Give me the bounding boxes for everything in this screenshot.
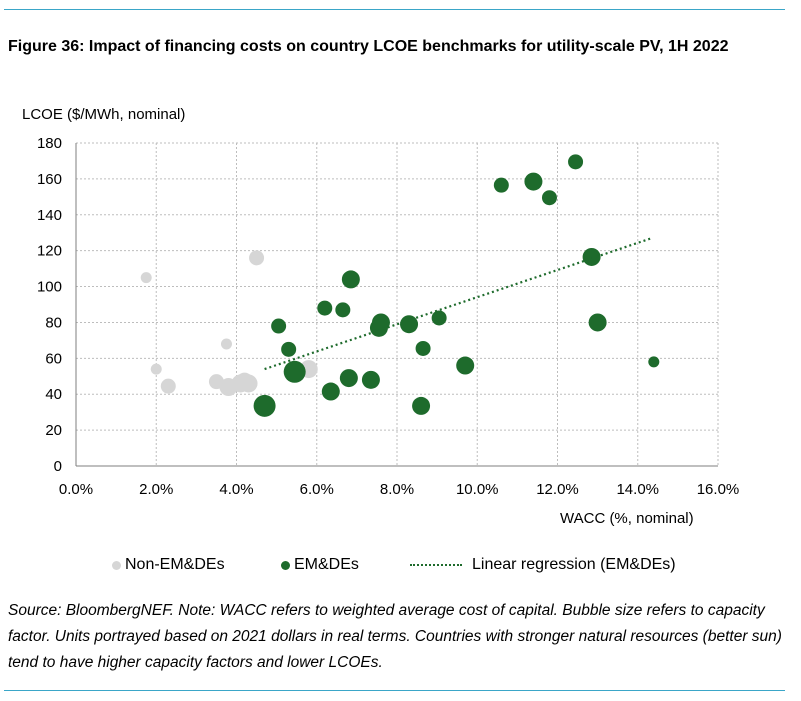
y-tick-label: 120 bbox=[37, 243, 62, 260]
em-point bbox=[493, 177, 509, 193]
em-point bbox=[271, 318, 287, 334]
legend-label-non-em: Non-EM&DEs bbox=[125, 556, 225, 573]
grid-layer bbox=[76, 142, 719, 466]
em-point bbox=[588, 313, 607, 332]
em-point bbox=[341, 270, 360, 289]
x-axis-label: WACC (%, nominal) bbox=[560, 510, 694, 527]
em-point bbox=[456, 356, 475, 375]
non-em-point bbox=[140, 272, 152, 284]
non-em-point bbox=[220, 338, 232, 350]
figure-title: Figure 36: Impact of financing costs on … bbox=[8, 38, 729, 55]
legend-marker-non-em bbox=[112, 560, 121, 570]
regression-layer bbox=[264, 237, 653, 371]
em-point bbox=[415, 340, 431, 356]
x-tick-label: 12.0% bbox=[536, 481, 579, 498]
y-axis-label: LCOE ($/MWh, nominal) bbox=[22, 106, 186, 123]
x-tick-label: 10.0% bbox=[456, 481, 499, 498]
x-tick-label: 6.0% bbox=[300, 481, 334, 498]
x-tick-label: 0.0% bbox=[59, 481, 93, 498]
legend-label-em: EM&DEs bbox=[294, 556, 359, 573]
y-tick-label: 180 bbox=[37, 135, 62, 152]
em-point bbox=[400, 315, 419, 334]
legend-item-em: EM&DEs bbox=[281, 556, 359, 574]
legend-marker-regression bbox=[410, 564, 462, 566]
x-tick-label: 8.0% bbox=[380, 481, 414, 498]
y-tick-label: 60 bbox=[45, 350, 62, 367]
em-point bbox=[321, 382, 340, 401]
em-point bbox=[335, 302, 351, 318]
legend-item-non-em: Non-EM&DEs bbox=[112, 556, 225, 574]
em-point bbox=[431, 310, 447, 326]
em-point bbox=[361, 370, 380, 389]
em-point bbox=[371, 313, 390, 332]
y-tick-label: 40 bbox=[45, 386, 62, 403]
y-tick-label: 0 bbox=[54, 458, 62, 475]
em-point bbox=[253, 394, 276, 417]
non-em-point bbox=[249, 250, 265, 266]
em-point bbox=[568, 154, 584, 170]
em-point bbox=[283, 360, 306, 383]
x-tick-label: 14.0% bbox=[616, 481, 659, 498]
axis-layer: 0 20 40 60 80 100 120 140 160 180 0.0% 2.0% 4.0% 6.0%… bbox=[37, 135, 739, 498]
x-tick-label: 4.0% bbox=[219, 481, 253, 498]
em-point bbox=[317, 300, 333, 316]
em-point bbox=[524, 172, 543, 191]
y-tick-label: 20 bbox=[45, 422, 62, 439]
em-point bbox=[412, 396, 431, 415]
scatter-chart: 0 20 40 60 80 100 120 140 160 180 0.0% 2.0% 4.0% 6.0%… bbox=[37, 135, 739, 498]
non-em-point bbox=[160, 378, 176, 394]
legend-marker-em bbox=[281, 560, 290, 570]
em-point bbox=[339, 369, 358, 388]
y-tick-label: 80 bbox=[45, 314, 62, 331]
points-layer bbox=[140, 154, 660, 417]
x-tick-label: 2.0% bbox=[139, 481, 173, 498]
em-point bbox=[648, 356, 660, 368]
y-tick-label: 140 bbox=[37, 207, 62, 224]
x-tick-label: 16.0% bbox=[697, 481, 740, 498]
legend-item-regression: Linear regression (EM&DEs) bbox=[410, 556, 676, 574]
legend: Non-EM&DEs EM&DEs Linear regression (EM&… bbox=[0, 556, 801, 578]
legend-label-regression: Linear regression (EM&DEs) bbox=[472, 556, 676, 573]
em-point bbox=[541, 190, 557, 206]
em-point bbox=[582, 247, 601, 266]
top-rule bbox=[4, 9, 785, 10]
y-tick-label: 160 bbox=[37, 171, 62, 188]
source-note: Source: BloombergNEF. Note: WACC refers … bbox=[8, 602, 782, 671]
y-tick-label: 100 bbox=[37, 279, 62, 296]
non-em-point bbox=[150, 363, 162, 375]
bottom-rule bbox=[4, 690, 785, 691]
non-em-point bbox=[239, 374, 258, 393]
regression-line bbox=[264, 237, 653, 371]
em-point bbox=[281, 341, 297, 357]
